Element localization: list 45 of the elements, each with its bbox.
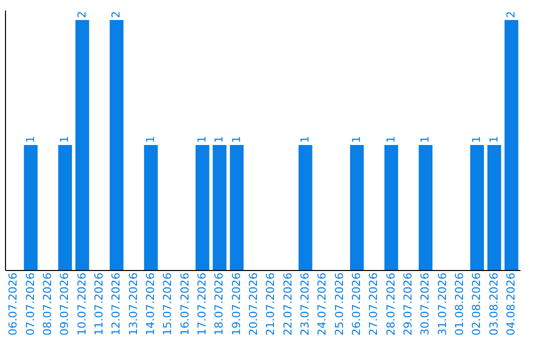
x-tick-label: 28.07.2026: [384, 272, 398, 336]
x-tick-label: 19.07.2026: [230, 272, 243, 336]
x-tick-label: 29.07.2026: [401, 272, 414, 336]
data-label: 2: [75, 11, 88, 18]
x-tick-label: 09.07.2026: [58, 272, 72, 336]
x-tick-label: 11.07.2026: [92, 272, 106, 336]
x-tick-label: 03.08.2026: [487, 272, 500, 336]
x-tick-label: 27.07.2026: [367, 272, 380, 336]
x-tick-label: 17.07.2026: [195, 272, 208, 336]
x-tick-label: 22.07.2026: [281, 272, 294, 336]
x-tick-label: 04.08.2026: [504, 272, 518, 336]
x-tick-label: 08.07.2026: [40, 272, 54, 336]
x-tick-label: 26.07.2026: [350, 272, 363, 336]
x-tick-label: 24.07.2026: [316, 272, 329, 336]
x-tick-label: 18.07.2026: [212, 272, 226, 336]
x-tick-label: 15.07.2026: [161, 272, 174, 336]
x-tick-label: 07.07.2026: [24, 272, 37, 336]
data-label: 1: [418, 136, 432, 143]
x-tick-label: 06.07.2026: [6, 272, 20, 336]
x-tick-label: 14.07.2026: [144, 272, 157, 336]
x-tick-label: 13.07.2026: [126, 272, 140, 336]
data-label: 2: [110, 11, 123, 18]
data-label: 1: [384, 136, 398, 143]
data-label: 1: [195, 136, 208, 143]
x-tick-label: 23.07.2026: [298, 272, 312, 336]
data-label: 1: [58, 136, 72, 143]
data-label: 2: [504, 11, 518, 18]
x-tick-label: 10.07.2026: [75, 272, 88, 336]
data-label: 1: [212, 136, 226, 143]
data-label: 1: [470, 136, 484, 143]
x-tick-label: 31.07.2026: [436, 272, 449, 336]
data-label: 1: [350, 136, 363, 143]
x-tick-label: 20.07.2026: [246, 272, 260, 336]
x-tick-label: 12.07.2026: [110, 272, 123, 336]
x-tick-label: 02.08.2026: [470, 272, 484, 336]
data-label: 1: [24, 136, 37, 143]
x-tick-label: 25.07.2026: [332, 272, 346, 336]
data-label: 1: [298, 136, 312, 143]
data-label: 1: [487, 136, 500, 143]
data-label: 1: [144, 136, 157, 143]
x-tick-label: 21.07.2026: [264, 272, 278, 336]
x-tick-label: 01.08.2026: [452, 272, 466, 336]
x-tick-label: 16.07.2026: [178, 272, 192, 336]
data-label: 1: [230, 136, 243, 143]
x-tick-label: 30.07.2026: [418, 272, 432, 336]
